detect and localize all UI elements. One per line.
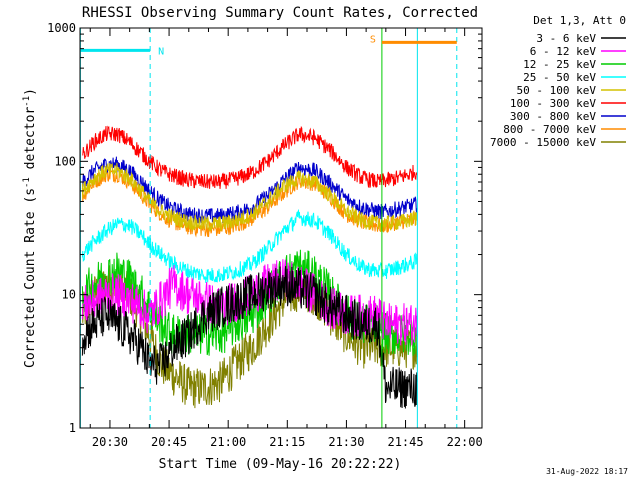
y-axis-label-part: detector: [23, 107, 38, 178]
series-line-4: [81, 162, 418, 232]
legend-label-5: 100 - 300 keV: [510, 97, 596, 110]
y-axis-label: Corrected Count Rate (s-1 detector-1): [22, 88, 38, 368]
marker-label-1: S: [370, 34, 376, 45]
y-axis-label-part: Corrected Count Rate (s: [23, 188, 38, 368]
x-tick-label-0: 20:30: [92, 435, 128, 449]
y-tick-label-3: 1000: [47, 21, 76, 35]
x-tick-label-6: 22:00: [447, 435, 483, 449]
x-axis-label: Start Time (09-May-16 20:22:22): [159, 457, 402, 472]
x-tick-label-2: 21:00: [210, 435, 246, 449]
y-axis-label-sup: -1: [22, 96, 32, 107]
series-line-3: [81, 208, 418, 283]
y-axis-label-part: ): [23, 88, 38, 96]
legend-label-2: 12 - 25 keV: [523, 58, 596, 71]
x-tick-label-3: 21:15: [269, 435, 305, 449]
legend-title: Det 1,3, Att 0: [533, 14, 626, 27]
x-tick-label-1: 20:45: [151, 435, 187, 449]
x-tick-label-4: 21:30: [328, 435, 364, 449]
y-tick-label-0: 1: [69, 421, 76, 435]
y-tick-label-1: 10: [62, 288, 76, 302]
legend-label-0: 3 - 6 keV: [536, 32, 596, 45]
y-axis-label-sup: -1: [22, 177, 32, 188]
series-group: [81, 125, 418, 409]
legend-label-8: 7000 - 15000 keV: [490, 136, 596, 149]
legend-label-7: 800 - 7000 keV: [503, 123, 596, 136]
legend-label-4: 50 - 100 keV: [517, 84, 597, 97]
series-line-5: [82, 125, 418, 189]
x-tick-label-5: 21:45: [387, 435, 423, 449]
series-line-0: [81, 265, 418, 409]
chart-title: RHESSI Observing Summary Count Rates, Co…: [82, 5, 478, 21]
y-tick-label-2: 100: [54, 154, 76, 168]
legend-label-1: 6 - 12 keV: [530, 45, 597, 58]
legend-label-3: 25 - 50 keV: [523, 71, 596, 84]
legend-label-6: 300 - 800 keV: [510, 110, 596, 123]
marker-label-0: N: [158, 46, 164, 57]
axes: 1 10 100 1000 20:30 20:45 21:00 21:15 21:30 21:45…: [47, 21, 483, 449]
axes-frame: [79, 27, 483, 429]
timestamp: 31-Aug-2022 18:17: [546, 467, 628, 476]
